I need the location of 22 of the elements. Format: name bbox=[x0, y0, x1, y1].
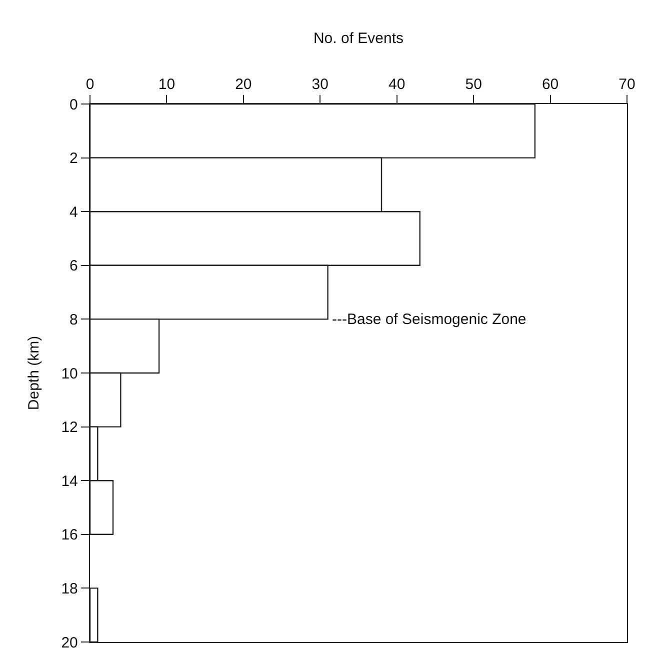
x-tick-label: 60 bbox=[542, 76, 559, 93]
y-tick-label: 20 bbox=[61, 634, 78, 652]
y-tick-label: 18 bbox=[61, 580, 78, 598]
y-tick-label: 2 bbox=[70, 150, 78, 168]
y-tick-label: 12 bbox=[61, 419, 78, 436]
y-tick-label: 8 bbox=[70, 311, 78, 328]
y-tick-label: 0 bbox=[70, 96, 78, 114]
x-tick-label: 0 bbox=[86, 76, 94, 93]
annotation: ---Base of Seismogenic Zone bbox=[332, 311, 526, 328]
y-axis-title: Depth (km) bbox=[25, 336, 42, 410]
y-tick-label: 6 bbox=[70, 258, 78, 275]
x-tick-label: 20 bbox=[235, 76, 252, 93]
x-tick-label: 10 bbox=[158, 76, 176, 93]
y-tick-label: 14 bbox=[61, 472, 78, 490]
x-tick-label: 30 bbox=[312, 76, 328, 93]
x-tick-label: 40 bbox=[388, 76, 406, 93]
y-tick-label: 16 bbox=[61, 526, 78, 544]
x-axis-title: No. of Events bbox=[313, 30, 404, 48]
y-tick-label: 10 bbox=[61, 365, 78, 382]
x-tick-label: 70 bbox=[618, 76, 636, 93]
y-tick-label: 4 bbox=[70, 204, 78, 221]
x-tick-label: 50 bbox=[465, 76, 482, 93]
